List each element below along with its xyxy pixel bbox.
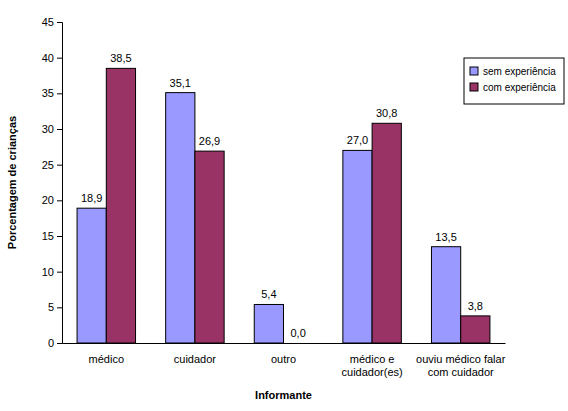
data-label: 5,4 (261, 288, 276, 300)
y-axis-line (57, 23, 63, 344)
data-label: 38,5 (110, 52, 131, 64)
data-label: 35,1 (170, 77, 191, 89)
y-tick-mark (57, 22, 62, 23)
bar (431, 247, 460, 343)
x-tick-label: outro (271, 353, 296, 365)
x-tick: médico (89, 343, 124, 365)
y-axis: 0 5 10 15 20 25 30 35 40 45 (42, 16, 63, 349)
x-tick-label-line: cuidador(es) (342, 366, 403, 378)
y-tick: 25 (42, 159, 62, 171)
legend-swatch (470, 67, 478, 75)
legend: sem experiência com experiência (464, 58, 564, 104)
y-tick: 5 (48, 301, 62, 313)
y-tick-mark (57, 165, 62, 166)
y-tick-label: 20 (42, 194, 54, 206)
data-label: 30,8 (376, 107, 397, 119)
plot: 18,9 35,1 5,4 27,0 13,5 38,5 26,9 0,0 30,8 3,8 0 5 1… (42, 16, 506, 378)
y-axis-title: Porcentagem de crianças (6, 116, 18, 249)
data-label: 3,8 (468, 300, 483, 312)
y-tick: 35 (42, 87, 62, 99)
bar (166, 93, 195, 343)
bar (254, 304, 283, 343)
y-tick-mark (57, 129, 62, 130)
bar (461, 316, 490, 343)
y-tick-label: 25 (42, 159, 54, 171)
bar (195, 151, 224, 343)
x-tick: médico ecuidador(es) (342, 343, 403, 378)
data-label: 26,9 (199, 135, 220, 147)
y-tick-mark (57, 343, 62, 344)
legend-label: sem experiência (483, 66, 556, 77)
x-axis-line (63, 343, 506, 344)
y-tick: 30 (42, 123, 62, 135)
x-tick-label-line: médico (89, 353, 124, 365)
bar (343, 150, 372, 343)
y-tick: 20 (42, 194, 62, 206)
y-tick-mark (57, 58, 62, 59)
data-label: 0,0 (290, 327, 305, 339)
y-tick-label: 35 (42, 87, 54, 99)
bar (284, 343, 313, 344)
x-tick-label-line: médico e (350, 353, 395, 365)
x-axis: médico cuidador outro médico ecuidador(es) o… (63, 343, 506, 378)
x-tick-label: cuidador (174, 353, 217, 365)
x-tick-label-line: com cuidador (428, 366, 494, 378)
x-tick: outro (271, 343, 296, 365)
y-tick-label: 45 (42, 16, 54, 28)
y-tick-mark (57, 200, 62, 201)
bar (372, 123, 401, 343)
legend-label: com experiência (483, 82, 556, 93)
y-tick-label: 30 (42, 123, 54, 135)
x-tick-label: médico (89, 353, 124, 365)
y-tick: 15 (42, 230, 62, 242)
x-axis-title: Informante (255, 389, 312, 401)
y-tick-mark (57, 236, 62, 237)
legend-box (464, 58, 564, 104)
legend-item: sem experiência (470, 66, 556, 77)
y-tick-label: 10 (42, 266, 54, 278)
data-label: 18,9 (81, 192, 102, 204)
bars (77, 68, 490, 343)
x-tick: cuidador (174, 343, 217, 365)
data-label: 27,0 (347, 134, 368, 146)
y-tick-mark (57, 272, 62, 273)
data-label: 13,5 (435, 231, 456, 243)
y-tick: 10 (42, 266, 62, 278)
bar (77, 208, 106, 343)
chart: 18,9 35,1 5,4 27,0 13,5 38,5 26,9 0,0 30,8 3,8 0 5 1… (0, 0, 568, 411)
y-tick-label: 40 (42, 52, 54, 64)
data-labels: 18,9 35,1 5,4 27,0 13,5 38,5 26,9 0,0 30,8 3,8 (81, 52, 483, 339)
x-tick-label: ouviu médico falarcom cuidador (416, 353, 506, 378)
x-tick-label-line: ouviu médico falar (416, 353, 506, 365)
y-tick-mark (57, 93, 62, 94)
y-tick-mark (57, 307, 62, 308)
x-tick: ouviu médico falarcom cuidador (416, 343, 506, 378)
x-tick-label-line: outro (271, 353, 296, 365)
bar (106, 68, 135, 343)
legend-swatch (470, 83, 478, 91)
y-tick-label: 15 (42, 230, 54, 242)
y-tick-label: 5 (48, 301, 54, 313)
legend-item: com experiência (470, 82, 556, 93)
y-tick: 40 (42, 52, 62, 64)
x-tick-label-line: cuidador (174, 353, 217, 365)
y-tick-label: 0 (48, 337, 54, 349)
y-tick: 45 (42, 16, 62, 28)
y-tick: 0 (48, 337, 62, 349)
x-tick-label: médico ecuidador(es) (342, 353, 403, 378)
